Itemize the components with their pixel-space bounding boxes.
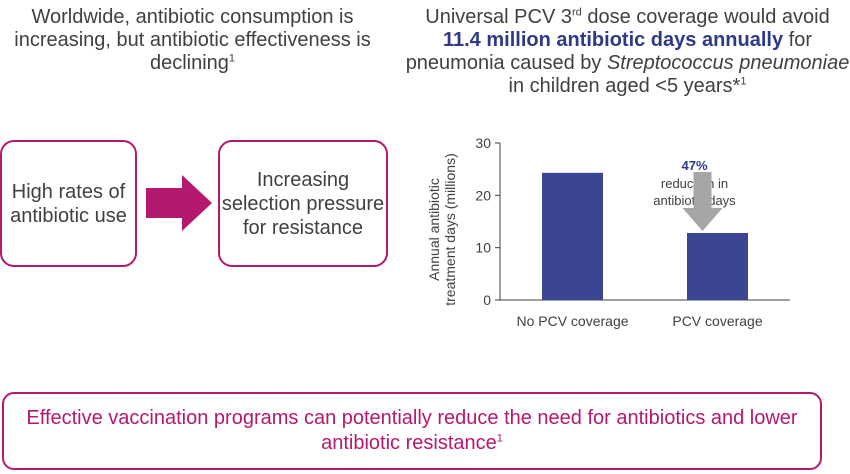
bar xyxy=(687,233,748,300)
right-heading: Universal PCV 3rd dose coverage would av… xyxy=(405,6,850,98)
right-arrow-shape xyxy=(146,175,212,231)
right-heading-sup: rd xyxy=(571,6,582,19)
right-heading-part2: dose coverage would avoid xyxy=(581,6,830,28)
x-category-label: PCV coverage xyxy=(672,313,762,329)
left-heading-text: Worldwide, antibiotic consumption is inc… xyxy=(14,6,371,74)
conclusion-box: Effective vaccination programs can poten… xyxy=(2,392,822,470)
y-tick-label: 0 xyxy=(483,292,491,308)
down-arrow-icon xyxy=(682,172,723,231)
right-arrow-icon xyxy=(146,175,212,231)
y-axis-title-line1: Annual antibiotic xyxy=(426,178,442,281)
right-heading-highlight: 11.4 million antibiotic days annually xyxy=(442,29,784,51)
conclusion-text: Effective vaccination programs can poten… xyxy=(26,407,798,454)
selection-pressure-box: Increasing selection pressure for resist… xyxy=(218,140,388,267)
left-heading-ref: 1 xyxy=(228,52,236,65)
y-tick-label: 10 xyxy=(475,240,491,256)
y-tick-label: 30 xyxy=(475,135,491,151)
bars xyxy=(542,172,748,300)
right-heading-part3: for pneumonia caused by xyxy=(405,29,812,74)
antibiotic-days-bar-chart: Annual antibiotic treatment days (millio… xyxy=(426,135,790,329)
conclusion-content: Effective vaccination programs can poten… xyxy=(4,406,820,456)
reduction-percent: 47% xyxy=(681,158,707,173)
x-category-label: No PCV coverage xyxy=(516,313,628,329)
reduction-annotation: 47% reduction in antibiotic days xyxy=(653,158,736,231)
bar xyxy=(542,172,603,300)
y-axis-title: Annual antibiotic treatment days (millio… xyxy=(426,153,458,306)
box2-label: Increasing selection pressure for resist… xyxy=(221,168,385,239)
right-heading-italic: Streptococcus pneumoniae xyxy=(606,52,850,74)
right-heading-part4: in children aged <5 years* xyxy=(508,75,741,97)
box1-label: High rates of antibiotic use xyxy=(10,180,127,227)
y-ticks: 0 10 20 30 xyxy=(475,135,500,308)
y-tick-label: 20 xyxy=(475,187,491,203)
y-axis-title-line2: treatment days (millions) xyxy=(442,153,458,306)
conclusion-ref: 1 xyxy=(496,432,503,445)
high-antibiotic-use-box: High rates of antibiotic use xyxy=(0,140,137,267)
right-heading-ref: 1 xyxy=(740,75,747,88)
right-heading-part1: Universal PCV 3 xyxy=(425,6,572,28)
x-labels: No PCV coverage PCV coverage xyxy=(516,313,762,329)
left-heading: Worldwide, antibiotic consumption is inc… xyxy=(0,6,385,75)
